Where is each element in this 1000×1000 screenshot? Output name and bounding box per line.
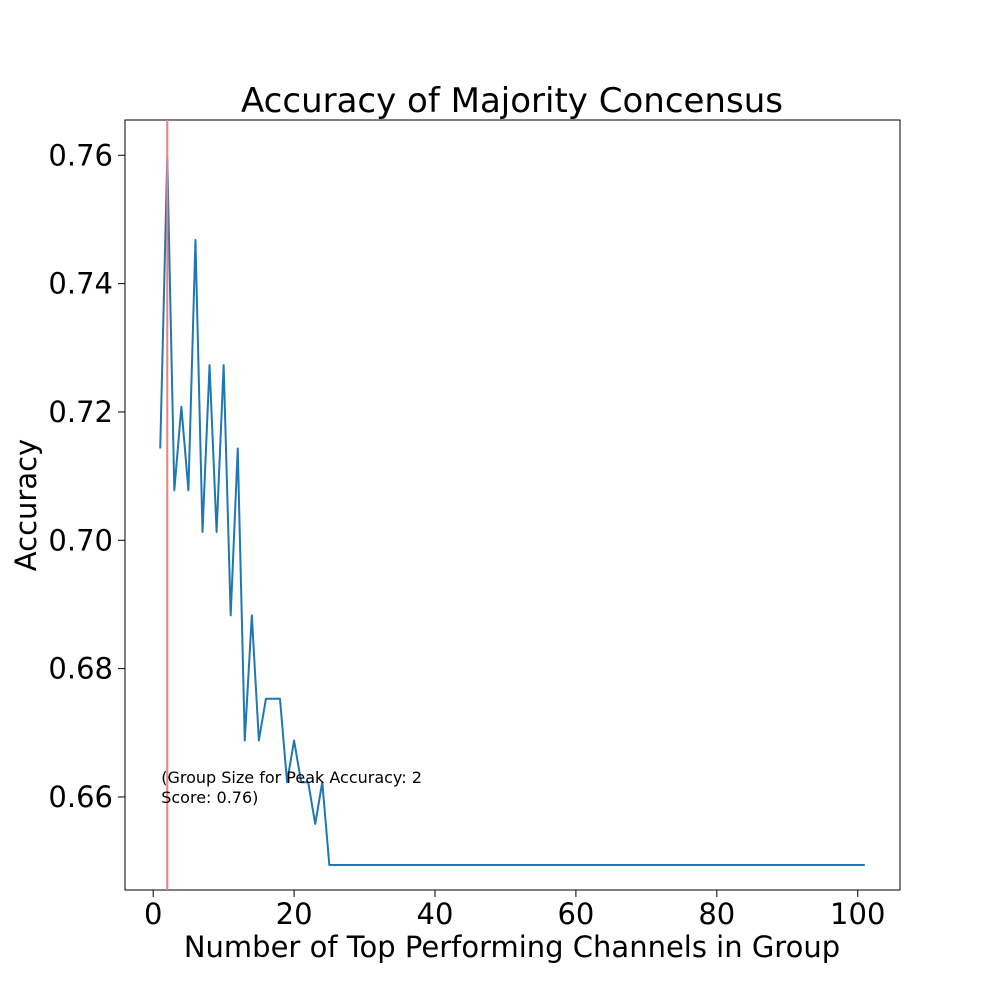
- plot-frame: [124, 119, 901, 891]
- y-tick-label: 0.72: [48, 395, 113, 429]
- x-tick-label: 20: [276, 897, 313, 931]
- annotation-line-2: Score: 0.76): [161, 788, 258, 807]
- chart-title: Accuracy of Majority Concensus: [241, 81, 783, 121]
- y-tick-label: 0.70: [48, 523, 113, 557]
- x-tick-label: 80: [698, 897, 735, 931]
- annotation-line-1: (Group Size for Peak Accuracy: 2: [161, 768, 422, 787]
- y-tick-label: 0.66: [48, 780, 113, 814]
- x-tick-label: 40: [417, 897, 454, 931]
- x-tick-label: 0: [144, 897, 162, 931]
- y-tick-label: 0.74: [48, 267, 113, 301]
- y-tick-label: 0.76: [48, 138, 113, 172]
- series-line: [159, 156, 865, 866]
- x-axis-label: Number of Top Performing Channels in Gro…: [184, 930, 840, 964]
- y-tick-label: 0.68: [48, 652, 113, 686]
- y-axis-label: Accuracy: [9, 439, 43, 571]
- x-tick-label: 60: [557, 897, 594, 931]
- plot-area: 0 20 40 60 80 100 0.66 0.68 0.70 0.72 0.74 0.76 (Gro…: [48, 119, 901, 931]
- x-tick-label: 100: [830, 897, 885, 931]
